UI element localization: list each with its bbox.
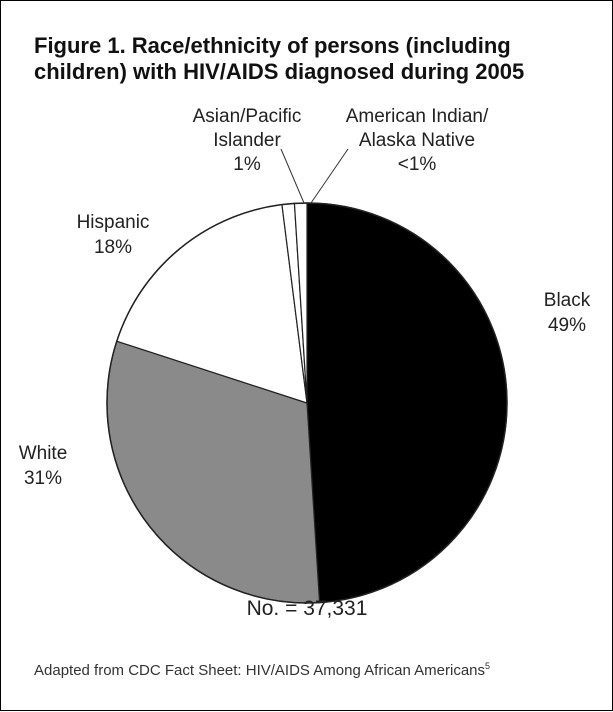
label-asian-name-1: Asian/Pacific [193,106,302,127]
source-note: Adapted from CDC Fact Sheet: HIV/AIDS Am… [34,656,594,681]
label-native-name-2: Alaska Native [359,130,475,151]
source-note-text: Adapted from CDC Fact Sheet: HIV/AIDS Am… [34,662,486,679]
leader-line-native [310,148,349,204]
pie-slice-black [306,202,508,604]
label-asian-name-2: Islander [213,130,281,151]
pie-outline [106,202,508,604]
total-count-label: No. = 37,331 [247,597,368,620]
label-native-name-1: American Indian/ [346,106,489,127]
leader-line-asian [280,148,305,204]
label-asian-percent: 1% [233,154,261,175]
label-white-name: White [19,443,68,464]
chart-title-line-2: children) with HIV/AIDS diagnosed during… [34,59,525,84]
label-native-percent: <1% [398,154,437,175]
label-black-name: Black [544,290,591,311]
label-white-percent: 31% [24,468,62,489]
label-black-percent: 49% [548,315,586,336]
chart-title-line-1: Figure 1. Race/ethnicity of persons (inc… [34,33,511,58]
label-hispanic-percent: 18% [94,237,132,258]
label-hispanic-name: Hispanic [77,212,150,233]
chart-title: Figure 1. Race/ethnicity of persons (inc… [34,33,604,85]
source-note-ref: 5 [485,661,491,671]
